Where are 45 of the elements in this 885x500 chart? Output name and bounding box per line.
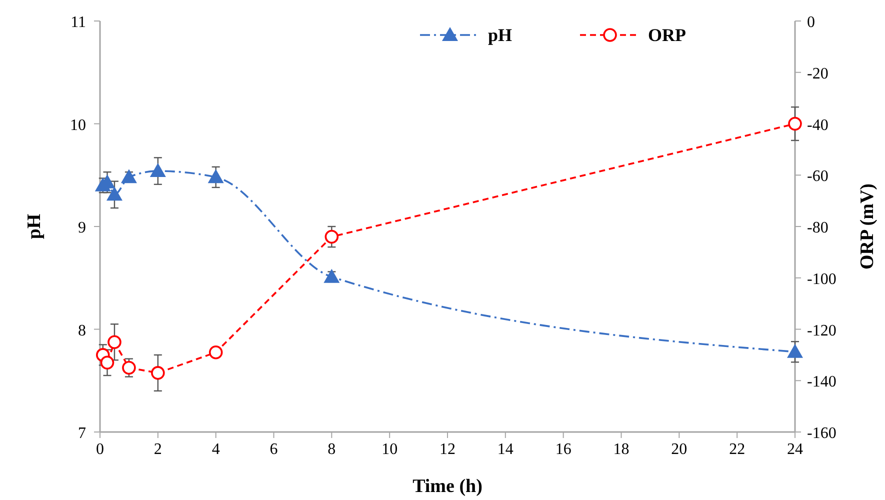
x-axis-title: Time (h): [412, 476, 482, 497]
y2-axis-title: ORP (mV): [857, 183, 878, 270]
y2-tick-label: -100: [807, 270, 836, 288]
x-tick-label: 0: [96, 441, 104, 458]
point: [788, 116, 802, 131]
point: [108, 335, 122, 349]
point: [106, 186, 122, 201]
y2-tick-label: -80: [807, 220, 828, 236]
point: [208, 345, 223, 360]
y-tick-label: 9: [78, 220, 86, 236]
point: [120, 169, 137, 184]
point: [122, 360, 136, 375]
y2-tick-label: -140: [807, 374, 836, 391]
x-tick-label: 20: [671, 441, 688, 458]
y2-tick-label: 0: [807, 14, 815, 31]
legend-label: ORP: [648, 25, 686, 45]
point: [151, 366, 165, 380]
x-tick-label: 4: [212, 441, 220, 458]
y-tick-label: 8: [78, 322, 86, 340]
y2-tick-label: -160: [807, 425, 836, 442]
x-tick-label: 24: [787, 441, 803, 458]
point: [100, 356, 114, 370]
y2-tick-label: -120: [807, 322, 836, 340]
x-tick-label: 12: [440, 441, 456, 458]
point: [787, 344, 803, 358]
x-tick-label: 16: [555, 441, 572, 458]
legend-label: pH: [488, 25, 512, 45]
y-tick-label: 10: [70, 116, 86, 134]
point: [324, 230, 339, 244]
point: [208, 169, 224, 184]
y-tick-label: 11: [70, 14, 86, 31]
point: [150, 163, 166, 178]
y-tick-label: 7: [78, 425, 86, 442]
y2-tick-label: -40: [807, 116, 828, 134]
point: [324, 268, 340, 283]
x-tick-label: 2: [154, 441, 162, 458]
y2-tick-label: -20: [807, 65, 828, 82]
x-tick-label: 10: [382, 441, 398, 458]
y2-tick-label: -60: [807, 168, 828, 186]
x-tick-label: 22: [729, 441, 746, 458]
y-axis-title: pH: [24, 214, 45, 240]
x-tick-label: 18: [613, 441, 630, 458]
x-tick-label: 8: [328, 441, 336, 458]
x-tick-label: 6: [270, 441, 278, 458]
x-tick-label: 14: [497, 441, 514, 458]
